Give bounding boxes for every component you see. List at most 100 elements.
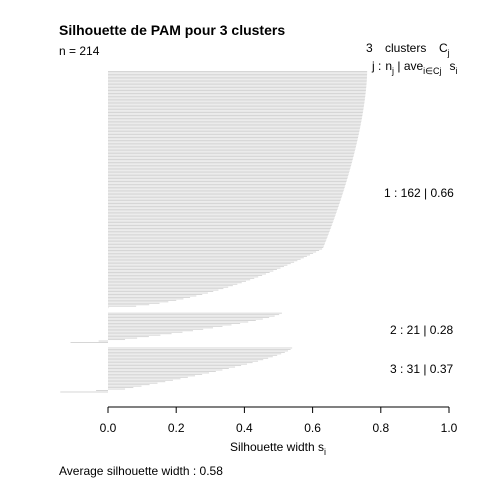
silhouette-bar-cluster-1 [108,97,366,99]
silhouette-bar-cluster-1 [108,95,366,97]
silhouette-bar-cluster-1 [108,88,367,90]
silhouette-bar-cluster-1 [108,219,334,221]
silhouette-bar-cluster-3 [108,360,259,362]
silhouette-bar-cluster-1 [108,164,352,166]
legend-cj-symbol: Cj [439,41,450,58]
silhouette-bar-cluster-1 [108,173,349,175]
silhouette-bar-cluster-1 [108,276,259,278]
silhouette-bar-cluster-1 [108,208,338,210]
silhouette-bar-cluster-3 [108,373,203,375]
silhouette-bar-cluster-3 [108,351,285,353]
silhouette-bar-cluster-1 [108,101,365,103]
silhouette-bar-cluster-1 [108,170,350,172]
silhouette-bar-cluster-1 [108,189,344,191]
silhouette-bar-cluster-2 [98,340,108,342]
legend-header: 3 clusters Cj j : nj | avei∈Cj si [366,41,458,76]
silhouette-bar-cluster-1 [108,192,343,194]
silhouette-bar-cluster-1 [108,113,363,115]
silhouette-bar-cluster-3 [108,350,288,352]
silhouette-bar-cluster-1 [108,194,343,196]
silhouette-bar-cluster-1 [108,232,329,234]
silhouette-bar-cluster-2 [108,330,193,332]
silhouette-bar-cluster-1 [108,286,229,288]
silhouette-bar-cluster-1 [108,78,367,80]
cluster-1-label: 1 : 162 | 0.66 [384,186,454,200]
silhouette-bar-cluster-1 [108,298,184,300]
silhouette-bar-cluster-1 [108,301,169,303]
silhouette-bar-cluster-1 [108,267,281,269]
silhouette-bar-cluster-1 [108,172,350,174]
silhouette-bar-cluster-1 [108,167,351,169]
silhouette-bar-cluster-3 [108,354,278,356]
silhouette-bar-cluster-1 [108,203,340,204]
silhouette-bar-cluster-1 [108,185,346,187]
silhouette-bar-cluster-3 [108,382,158,384]
silhouette-bar-cluster-1 [108,85,367,87]
silhouette-bar-cluster-1 [108,263,291,265]
legend-cluster-count: 3 [366,41,373,55]
silhouette-bar-cluster-3 [108,348,291,350]
silhouette-bar-cluster-1 [108,226,332,228]
silhouette-bar-cluster-1 [108,104,365,106]
silhouette-bar-cluster-3 [108,387,134,389]
silhouette-bar-cluster-1 [108,266,284,268]
silhouette-bar-cluster-1 [108,129,360,131]
silhouette-bar-cluster-2 [108,325,223,327]
silhouette-bar-cluster-1 [108,156,354,158]
silhouette-bar-cluster-1 [108,90,366,91]
silhouette-bar-cluster-3 [108,384,150,386]
silhouette-bar-cluster-1 [108,160,353,162]
silhouette-bar-cluster-2 [108,320,256,321]
silhouette-bar-cluster-1 [108,235,328,237]
silhouette-bar-cluster-1 [108,159,353,160]
x-tick-label: 0.4 [236,421,253,435]
silhouette-bar-cluster-1 [108,270,274,272]
silhouette-bar-cluster-1 [108,274,263,276]
silhouette-bar-cluster-1 [108,91,366,93]
silhouette-bar-cluster-3 [108,378,181,380]
silhouette-bar-cluster-1 [108,289,219,291]
silhouette-bar-cluster-1 [108,244,325,246]
silhouette-bar-cluster-1 [108,71,368,72]
silhouette-bar-cluster-1 [108,84,367,86]
silhouette-bar-cluster-2 [108,315,275,317]
silhouette-bar-cluster-1 [108,250,320,251]
silhouette-bar-cluster-1 [108,126,361,128]
silhouette-bar-cluster-2 [108,317,270,319]
silhouette-bar-cluster-1 [108,137,359,138]
silhouette-bar-cluster-1 [108,100,365,102]
silhouette-bar-cluster-1 [108,220,334,222]
silhouette-bar-cluster-1 [108,245,324,247]
silhouette-bar-cluster-3 [108,381,166,383]
silhouette-bar-cluster-1 [108,216,335,218]
silhouette-bar-cluster-1 [108,258,301,260]
silhouette-bar-cluster-1 [108,144,357,146]
silhouette-bar-cluster-3 [108,347,293,349]
silhouette-bar-cluster-3 [108,385,142,387]
silhouette-bar-cluster-1 [108,125,361,127]
sample-count: n = 214 [59,44,100,58]
legend-column-header: j : nj | avei∈Cj si [371,59,458,76]
silhouette-bar-cluster-1 [108,139,358,141]
x-tick-label: 0.8 [372,421,389,435]
silhouette-bar-cluster-1 [108,161,352,163]
silhouette-bar-cluster-1 [108,285,233,287]
silhouette-bar-cluster-1 [108,106,364,108]
silhouette-bar-cluster-3 [108,388,126,390]
x-tick-label: 0.2 [168,421,185,435]
silhouette-bar-cluster-1 [108,272,270,273]
silhouette-bar-cluster-1 [108,122,362,124]
silhouette-bar-cluster-1 [108,154,354,156]
cluster-2-label: 2 : 21 | 0.28 [390,323,453,337]
silhouette-bar-cluster-2 [108,327,214,329]
silhouette-bar-cluster-1 [108,188,345,190]
silhouette-bar-cluster-1 [108,73,368,75]
silhouette-bar-cluster-1 [108,103,365,105]
average-silhouette-width: Average silhouette width : 0.58 [59,464,223,478]
silhouette-bar-cluster-1 [108,294,203,295]
silhouette-bar-cluster-1 [108,200,341,202]
silhouette-bar-cluster-1 [108,123,361,125]
silhouette-bar-cluster-1 [108,109,364,111]
silhouette-bar-cluster-1 [108,217,335,219]
silhouette-bar-cluster-1 [108,201,340,203]
